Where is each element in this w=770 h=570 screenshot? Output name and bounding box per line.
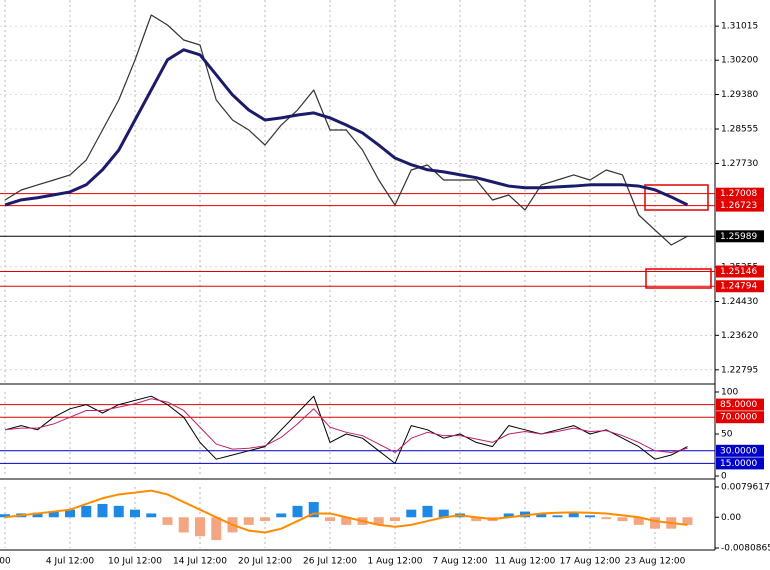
histogram-bar <box>113 505 124 518</box>
histogram-bar <box>0 514 10 518</box>
y-tick-label: 100 <box>721 388 738 398</box>
histogram-bar <box>471 517 482 522</box>
histogram-bar <box>308 502 319 518</box>
level-label: 1.25146 <box>720 267 757 277</box>
histogram-bar <box>276 513 287 518</box>
level-label: 1.27008 <box>720 189 757 199</box>
level-label-box <box>716 265 764 278</box>
histogram-bar <box>552 515 563 518</box>
histogram-bar <box>48 511 59 518</box>
level-label: 1.25989 <box>720 232 757 242</box>
series-line <box>4 48 689 207</box>
x-tick-label: 14 Jul 12:00 <box>173 557 227 567</box>
histogram-bar <box>97 503 108 518</box>
level-label: 30.0000 <box>720 446 757 456</box>
histogram-bar <box>178 517 189 533</box>
x-tick-label: 26 Jul 12:00 <box>303 557 357 567</box>
level-label-box <box>716 199 764 212</box>
x-tick-label: 7 Aug 12:00 <box>433 557 488 567</box>
histogram-bar <box>633 517 644 525</box>
level-label: 85.0000 <box>720 400 757 410</box>
histogram-bar <box>195 517 205 537</box>
y-tick-label: 0 <box>721 472 727 482</box>
histogram-bar <box>503 513 514 518</box>
histogram-bar <box>406 509 417 518</box>
y-tick-label: 0.0079617 <box>721 483 770 493</box>
y-tick-label: 50 <box>721 430 733 440</box>
histogram-bar <box>536 513 547 518</box>
histogram-bar <box>32 512 43 518</box>
level-label: 1.24794 <box>720 282 757 292</box>
y-tick-label: 1.22795 <box>721 365 758 375</box>
histogram-bar <box>373 517 384 525</box>
histogram-bar <box>390 517 400 522</box>
series-line <box>4 489 688 534</box>
histogram-bar <box>650 517 660 529</box>
histogram-bar <box>292 505 303 518</box>
histogram-bar <box>325 517 335 522</box>
histogram-bar <box>585 515 595 518</box>
x-tick-label: 4 Jul 12:00 <box>46 557 95 567</box>
x-tick-label: 00 <box>0 557 11 567</box>
y-tick-label: 1.30200 <box>721 56 758 66</box>
histogram-bar <box>438 509 449 518</box>
level-label-box <box>716 398 764 411</box>
y-tick-label: 1.23620 <box>721 331 758 341</box>
histogram-bar <box>81 505 92 518</box>
level-label-box <box>716 230 764 243</box>
y-tick-label: 1.28555 <box>721 124 758 134</box>
histogram-bar <box>341 517 352 525</box>
y-tick-label: -0.0080865 <box>721 544 770 554</box>
y-tick-label: 1.24430 <box>721 297 758 307</box>
level-label-box <box>716 187 764 200</box>
histogram-bar <box>211 517 222 541</box>
histogram-bar <box>243 517 254 525</box>
level-label: 70.0000 <box>720 413 757 423</box>
histogram-bar <box>146 513 157 518</box>
histogram-bar <box>682 517 693 525</box>
histogram-bar <box>260 517 270 522</box>
drawn-rectangle <box>644 184 709 211</box>
histogram-bar <box>130 509 140 518</box>
x-tick-label: 1 Aug 12:00 <box>368 557 423 567</box>
level-label-box <box>716 280 764 293</box>
series-line <box>4 14 688 246</box>
histogram-bar <box>601 517 612 520</box>
level-label: 15.0000 <box>720 459 757 469</box>
histogram-bar <box>617 517 628 522</box>
level-label-box <box>716 444 764 457</box>
x-tick-label: 17 Aug 12:00 <box>560 557 621 567</box>
histogram-bar <box>65 509 75 518</box>
x-tick-label: 23 Aug 12:00 <box>625 557 686 567</box>
y-tick-label: 1.27730 <box>721 159 758 169</box>
x-tick-label: 10 Jul 12:00 <box>108 557 162 567</box>
level-label-box <box>716 411 764 424</box>
histogram-bar <box>568 513 579 518</box>
x-tick-label: 20 Jul 12:00 <box>238 557 292 567</box>
x-tick-label: 11 Aug 12:00 <box>495 557 556 567</box>
level-label-box <box>716 457 764 470</box>
histogram-bar <box>422 505 433 518</box>
series-line <box>4 398 688 453</box>
series-line <box>4 395 688 464</box>
histogram-bar <box>162 517 173 525</box>
y-tick-label: 0.00 <box>721 513 741 523</box>
y-tick-label: 1.31015 <box>721 22 758 32</box>
drawn-rectangle <box>645 268 712 289</box>
y-tick-label: 1.29380 <box>721 90 758 100</box>
level-label: 1.26723 <box>720 201 757 211</box>
